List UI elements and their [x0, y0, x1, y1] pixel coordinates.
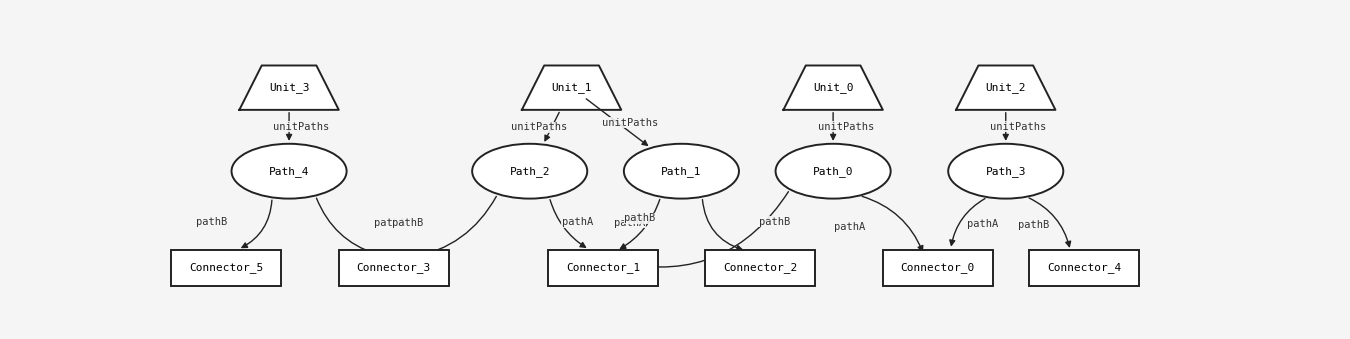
Polygon shape	[956, 65, 1056, 110]
FancyArrowPatch shape	[621, 199, 660, 248]
Text: pathA: pathA	[562, 217, 593, 227]
FancyArrowPatch shape	[242, 200, 271, 247]
Bar	[339, 250, 448, 286]
Polygon shape	[783, 65, 883, 110]
Bar	[548, 250, 657, 286]
Ellipse shape	[775, 144, 891, 199]
Text: pathB: pathB	[196, 217, 227, 227]
Text: pathA: pathA	[614, 218, 645, 228]
Text: Connector_5: Connector_5	[189, 262, 263, 273]
Text: pathA: pathA	[834, 222, 865, 232]
Bar	[705, 250, 815, 286]
Text: Unit_1: Unit_1	[551, 82, 591, 93]
Text: unitPaths: unitPaths	[274, 122, 329, 132]
Text: Connector_1: Connector_1	[566, 262, 640, 273]
Ellipse shape	[624, 144, 738, 199]
Polygon shape	[522, 65, 621, 110]
Text: pathB: pathB	[625, 213, 656, 223]
Text: pathB: pathB	[759, 217, 790, 227]
Text: Connector_0: Connector_0	[900, 262, 975, 273]
Text: pathB: pathB	[1018, 220, 1050, 230]
Text: Path_2: Path_2	[509, 166, 549, 177]
Text: Path_0: Path_0	[813, 166, 853, 177]
Bar	[171, 250, 281, 286]
FancyArrowPatch shape	[412, 196, 497, 259]
Text: pathB: pathB	[393, 218, 424, 228]
Text: Path_4: Path_4	[269, 166, 309, 177]
Ellipse shape	[232, 144, 347, 199]
Text: unitPaths: unitPaths	[990, 122, 1046, 132]
Text: Connector_4: Connector_4	[1048, 262, 1122, 273]
Text: Unit_2: Unit_2	[986, 82, 1026, 93]
FancyArrowPatch shape	[950, 199, 986, 245]
Bar	[1029, 250, 1139, 286]
Text: Connector_3: Connector_3	[356, 262, 431, 273]
Text: unitPaths: unitPaths	[602, 118, 659, 127]
Text: unitPaths: unitPaths	[512, 122, 567, 132]
FancyArrowPatch shape	[549, 200, 586, 247]
Text: pathA: pathA	[374, 218, 405, 228]
FancyArrowPatch shape	[621, 192, 788, 267]
Text: Path_3: Path_3	[986, 166, 1026, 177]
FancyArrowPatch shape	[316, 198, 375, 255]
Text: unitPaths: unitPaths	[818, 122, 873, 132]
Text: Unit_3: Unit_3	[269, 82, 309, 93]
FancyArrowPatch shape	[702, 200, 742, 251]
Text: Unit_0: Unit_0	[813, 82, 853, 93]
Text: Connector_2: Connector_2	[722, 262, 796, 273]
Polygon shape	[239, 65, 339, 110]
Ellipse shape	[472, 144, 587, 199]
Ellipse shape	[948, 144, 1064, 199]
FancyArrowPatch shape	[863, 196, 923, 251]
Bar	[883, 250, 992, 286]
Text: Path_1: Path_1	[662, 166, 702, 177]
Text: pathA: pathA	[967, 219, 998, 230]
FancyArrowPatch shape	[1029, 198, 1071, 246]
